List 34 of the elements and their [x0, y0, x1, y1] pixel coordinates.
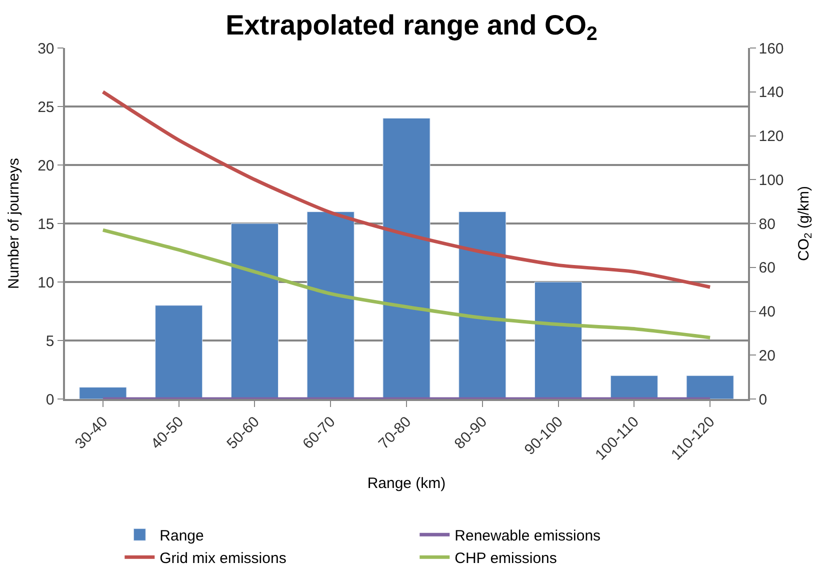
bar [458, 212, 506, 399]
legend-label: CHP emissions [454, 550, 557, 567]
bar [79, 387, 127, 399]
y2-tick-label: 40 [758, 304, 776, 320]
y2-tick-label: 120 [758, 128, 784, 145]
y2-tick-label: 160 [758, 40, 784, 58]
y-tick-label: 30 [38, 40, 54, 58]
line-series [101, 90, 712, 289]
y2-tick-label: 20 [758, 347, 776, 364]
y-tick-label: 5 [46, 332, 54, 350]
y2-tick-label: 100 [758, 172, 784, 189]
y-tick-label: 25 [38, 98, 54, 116]
line-series [101, 228, 712, 340]
legend-label: Renewable emissions [454, 527, 601, 544]
y2-tick-label: 60 [758, 260, 776, 277]
chart-title: Extrapolated range and CO$_{2}$ [226, 9, 598, 46]
y2-tick-label: 0 [758, 391, 768, 408]
y-tick-label: 20 [38, 157, 54, 174]
bar [610, 375, 658, 399]
y2-tick-label: 140 [758, 84, 784, 102]
bar [306, 212, 354, 399]
y-tick-label: 10 [38, 274, 54, 292]
legend-label: Range [160, 527, 204, 544]
bar [382, 118, 430, 399]
y2-tick-label: 80 [758, 216, 776, 233]
bar [230, 223, 278, 399]
bar [534, 282, 582, 399]
y-tick-label: 15 [38, 216, 54, 233]
y-tick-label: 0 [46, 391, 54, 408]
legend-label: Grid mix emissions [160, 550, 286, 567]
y-axis-title: Number of journeys [5, 158, 22, 289]
bar [686, 375, 734, 399]
bar [155, 305, 203, 399]
x-axis-title: Range (km) [367, 475, 446, 492]
